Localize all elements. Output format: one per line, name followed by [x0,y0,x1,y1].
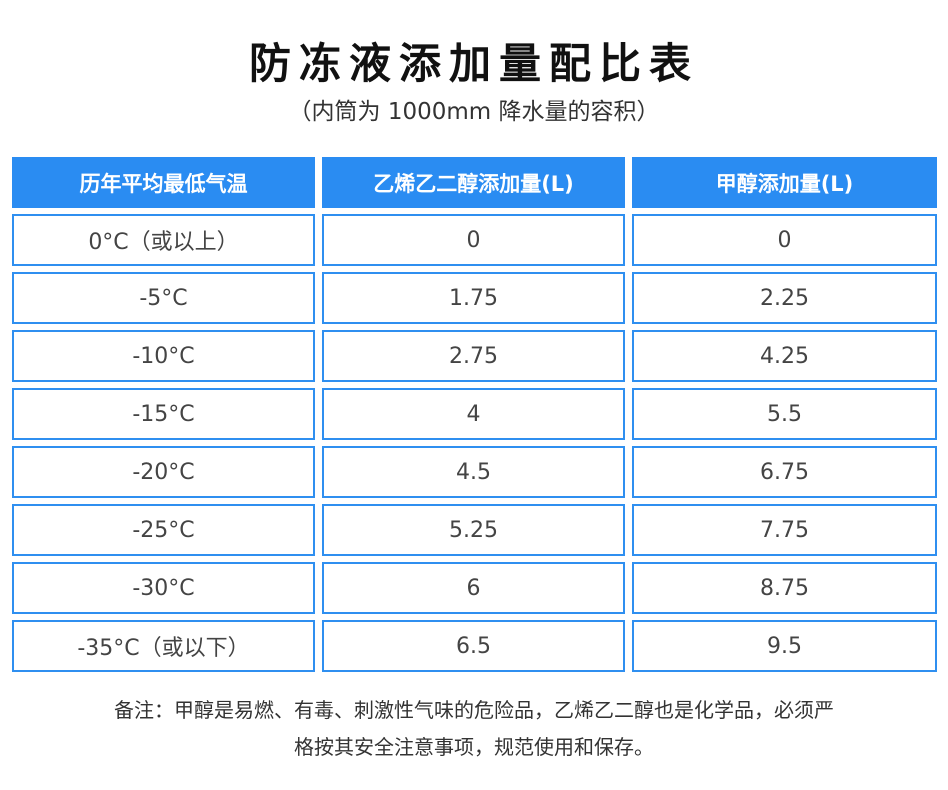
table-cell: 6.5 [322,620,625,672]
table-cell: 5.5 [632,388,937,440]
table-cell: -35°C（或以下） [12,620,315,672]
table-cell: 2.25 [632,272,937,324]
table-cell: 4.25 [632,330,937,382]
table-cell: 0°C（或以上） [12,214,315,266]
table-cell: -25°C [12,504,315,556]
subtitle: （内筒为 1000mm 降水量的容积） [288,99,660,125]
table-cell: -20°C [12,446,315,498]
table-cell: 8.75 [632,562,937,614]
table-cell: 5.25 [322,504,625,556]
table-cell: -15°C [12,388,315,440]
table-cell: 0 [322,214,625,266]
table-cell: 4.5 [322,446,625,498]
table-cell: -10°C [12,330,315,382]
table-cell: -30°C [12,562,315,614]
note-line: 备注：甲醇是易燃、有毒、刺激性气味的危险品，乙烯乙二醇也是化学品，必须严 [114,698,834,722]
column-header: 甲醇添加量(L) [632,157,937,208]
column-header: 历年平均最低气温 [12,157,315,208]
table-cell: 0 [632,214,937,266]
table-cell: -5°C [12,272,315,324]
table-cell: 1.75 [322,272,625,324]
table-cell: 2.75 [322,330,625,382]
table-cell: 6.75 [632,446,937,498]
title: 防冻液添加量配比表 [248,39,699,88]
table-cell: 9.5 [632,620,937,672]
note-line: 格按其安全注意事项，规范使用和保存。 [294,735,654,759]
table-cell: 7.75 [632,504,937,556]
table-cell: 6 [322,562,625,614]
table-cell: 4 [322,388,625,440]
column-header: 乙烯乙二醇添加量(L) [322,157,625,208]
